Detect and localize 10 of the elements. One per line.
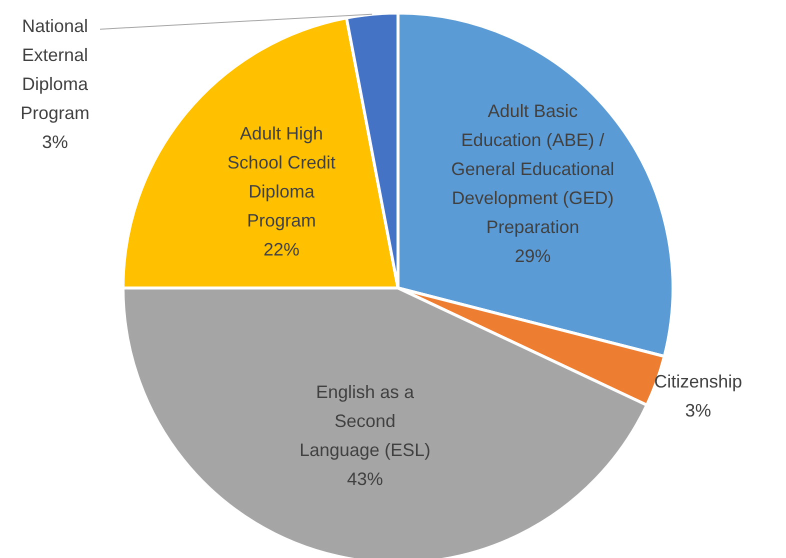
data-label: 29% [514,246,551,266]
slice-label: National External Diploma Program [20,16,90,124]
data-label: 3% [42,132,68,152]
slice-label: English as a Second Language (ESL) [299,382,431,460]
data-label: 43% [346,469,384,490]
slice-label: Adult High School Credit Diploma Program [227,124,336,231]
data-label: 22% [263,240,300,260]
slice-label: Adult Basic Education (ABE) / General Educational Development (GED) Preparation [451,101,614,237]
slice-label: Citizenship [654,372,742,392]
data-label: 3% [685,400,712,421]
